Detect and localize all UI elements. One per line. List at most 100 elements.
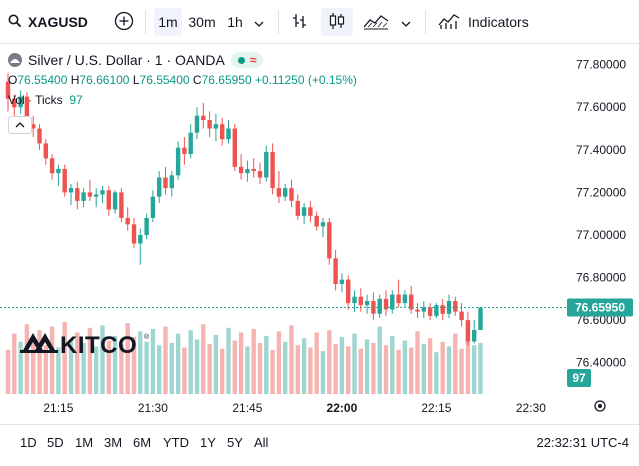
volume-bar xyxy=(18,341,23,394)
range-1m[interactable]: 1M xyxy=(75,435,94,450)
candle-body xyxy=(308,207,313,216)
candle-body xyxy=(12,98,17,108)
bottom-bar: 1D 5D 1M 3M 6M YTD 1Y 5Y All 22:32:31 UT… xyxy=(0,424,639,466)
chart-type-dropdown[interactable] xyxy=(397,8,415,36)
volume-bar xyxy=(125,323,130,394)
candle-body xyxy=(169,175,174,189)
interval-1m[interactable]: 1m xyxy=(154,8,182,36)
volume-bar xyxy=(100,325,105,394)
indicators-button[interactable]: Indicators xyxy=(434,8,533,36)
high-value: 76.66100 xyxy=(79,73,130,87)
price-tick-label: 77.20000 xyxy=(576,185,626,199)
volume-bar xyxy=(31,338,36,394)
volume-value: 97 xyxy=(69,93,83,107)
volume-bar xyxy=(37,330,42,394)
candle-body xyxy=(37,128,42,144)
volume-bar xyxy=(427,338,433,394)
volume-bar xyxy=(43,345,48,394)
last-volume-label: 97 xyxy=(567,369,591,387)
time-tick-label: 22:15 xyxy=(421,401,451,415)
candle-body xyxy=(87,192,93,197)
time-tick-label: 21:45 xyxy=(232,401,262,415)
low-label: L xyxy=(132,73,140,87)
volume-bar xyxy=(434,352,439,394)
candle-body xyxy=(232,128,237,167)
candle-body xyxy=(182,147,187,155)
symbol-search[interactable]: XAGUSD xyxy=(8,8,88,36)
candle-body xyxy=(427,307,433,316)
range-5d[interactable]: 5D xyxy=(47,435,64,450)
compare-symbol-button[interactable] xyxy=(112,8,136,36)
range-1d[interactable]: 1D xyxy=(20,435,37,450)
candle-body xyxy=(213,124,219,129)
volume-bar xyxy=(459,348,464,394)
candle-body xyxy=(144,217,149,235)
range-3m[interactable]: 3M xyxy=(104,435,123,450)
area-style-button[interactable] xyxy=(359,8,393,36)
volume-bar xyxy=(119,344,124,394)
range-1y[interactable]: 1Y xyxy=(200,435,216,450)
price-chart[interactable]: KITCO ® 77.80000 77.60000 77.40000 77.20000… xyxy=(0,44,639,424)
chevron-up-icon xyxy=(15,119,25,131)
volume-bar xyxy=(421,344,426,394)
price-tick-label: 77.80000 xyxy=(576,58,626,72)
volume-bar xyxy=(68,339,74,394)
candle-body xyxy=(43,143,48,159)
chart-settings-button[interactable] xyxy=(594,400,606,412)
candle-body xyxy=(24,96,30,125)
time-axis[interactable]: 21:15 21:30 21:45 22:00 22:15 22:30 xyxy=(43,401,546,415)
volume-bar xyxy=(201,324,206,394)
chart-legend: Silver / U.S. Dollar · 1 · OANDA ≈ O 76.5… xyxy=(8,50,357,110)
candle-body xyxy=(125,217,130,225)
candle-body xyxy=(81,192,86,201)
legend-title[interactable]: Silver / U.S. Dollar · 1 · OANDA xyxy=(28,52,225,68)
candle-body xyxy=(5,81,11,99)
volume-label[interactable]: Vol · Ticks xyxy=(8,93,63,107)
volume-bar xyxy=(194,339,200,394)
price-tick-label: 77.40000 xyxy=(576,143,626,157)
candle-body xyxy=(346,279,351,304)
volume-bar xyxy=(138,331,143,394)
range-6m[interactable]: 6M xyxy=(133,435,152,450)
candle-body xyxy=(327,222,332,259)
candle-body xyxy=(119,192,124,218)
market-status-badge[interactable]: ≈ xyxy=(230,52,264,68)
kitco-watermark: KITCO ® xyxy=(20,332,150,359)
collapse-legend-button[interactable] xyxy=(8,116,32,134)
range-all[interactable]: All xyxy=(254,435,269,450)
volume-bar xyxy=(56,347,61,394)
volume-bar xyxy=(396,349,401,394)
range-ytd[interactable]: YTD xyxy=(163,435,189,450)
candle-body xyxy=(75,188,80,201)
candle-body xyxy=(465,320,471,342)
candle-body xyxy=(320,222,326,227)
top-toolbar: XAGUSD 1m 30m 1h Ind xyxy=(0,0,639,44)
candles-style-button[interactable] xyxy=(321,8,353,36)
utc-clock[interactable]: 22:32:31 UTC-4 xyxy=(536,435,630,450)
volume-bar xyxy=(131,337,137,394)
volume-bar xyxy=(169,342,174,394)
candle-body xyxy=(383,298,389,310)
gear-icon xyxy=(594,400,606,412)
range-5y[interactable]: 5Y xyxy=(227,435,243,450)
candle-body xyxy=(453,300,458,312)
ohlc-row: O 76.55400 H 76.66100 L 76.55400 C 76.65950 … xyxy=(8,70,357,90)
candle-body xyxy=(402,294,408,304)
interval-30m[interactable]: 30m xyxy=(188,14,216,30)
candle-body xyxy=(194,115,200,133)
volume-bar xyxy=(106,340,111,394)
volume-bar xyxy=(320,351,326,394)
candle-body xyxy=(106,190,111,210)
volume-bar xyxy=(409,347,414,394)
volume-bar xyxy=(301,338,307,394)
volume-bar xyxy=(270,349,275,394)
volume-bar xyxy=(308,347,313,394)
interval-1h[interactable]: 1h xyxy=(227,14,243,30)
candle-body xyxy=(339,279,345,284)
volume-bar xyxy=(62,322,67,394)
interval-dropdown[interactable] xyxy=(250,8,268,36)
change-value: +0.11250 (+0.15%) xyxy=(255,73,357,87)
bar-style-button[interactable] xyxy=(286,8,314,36)
volume-bar xyxy=(175,333,181,394)
price-axis[interactable]: 77.80000 77.60000 77.40000 77.20000 77.00000… xyxy=(576,58,626,370)
